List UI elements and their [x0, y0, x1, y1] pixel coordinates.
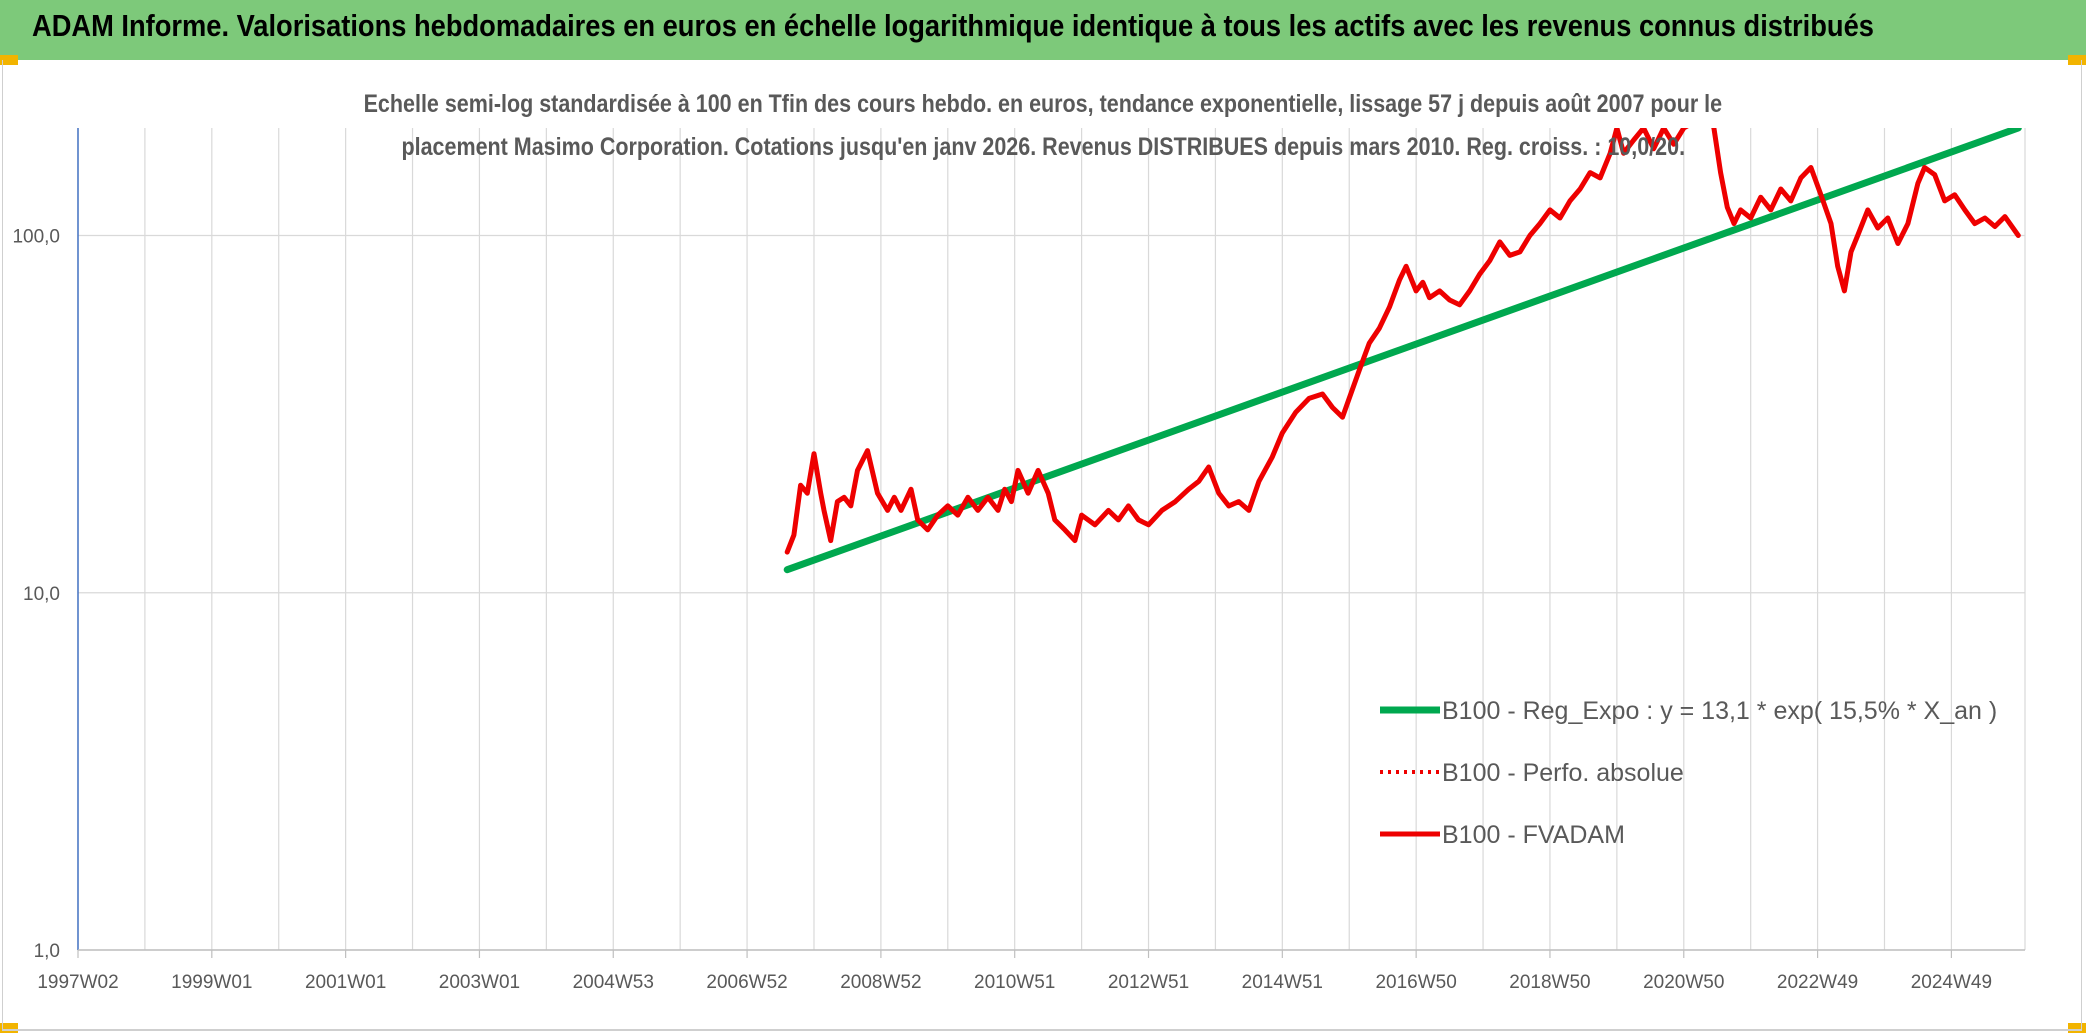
y-tick-label: 10,0 — [23, 584, 60, 605]
x-tick-label: 2008W52 — [840, 972, 921, 993]
legend-label-2: B100 - Perfo. absolue — [1442, 759, 1684, 787]
x-tick-label: 2014W51 — [1242, 972, 1323, 993]
chart-frame — [2, 60, 2082, 1031]
x-tick-label: 2016W50 — [1375, 972, 1456, 993]
x-tick-label: 1999W01 — [171, 972, 252, 993]
y-tick-label: 1,0 — [34, 941, 60, 962]
legend: B100 - Reg_Expo : y = 13,1 * exp( 15,5% … — [1380, 697, 1997, 849]
chart-subtitle-line-1-text: Echelle semi-log standardisée à 100 en T… — [363, 90, 1723, 118]
chart-subtitle-line-2: placement Masimo Corporation. Cotations … — [0, 133, 2086, 162]
x-tick-label: 2006W52 — [706, 972, 787, 993]
corner-marker-bottom-right — [2068, 1023, 2086, 1033]
header-banner: ADAM Informe. Valorisations hebdomadaire… — [0, 0, 2086, 60]
x-tick-label: 2022W49 — [1777, 972, 1858, 993]
x-tick-label: 2018W50 — [1509, 972, 1590, 993]
axes: 1,0 10,0 100,0 1997W02 1999W01 2001W01 2003W01… — [12, 128, 2025, 993]
series-line-1 — [783, 128, 2022, 574]
x-tick-label: 2001W01 — [305, 972, 386, 993]
corner-marker-left — [0, 55, 18, 65]
x-tick-label: 2024W49 — [1911, 972, 1992, 993]
page-title: ADAM Informe. Valorisations hebdomadaire… — [32, 8, 1874, 43]
x-tick-label: 1997W02 — [37, 972, 118, 993]
chart-subtitle-line-1: Echelle semi-log standardisée à 100 en T… — [0, 90, 2086, 119]
grid — [77, 128, 2026, 951]
y-tick-label: 100,0 — [12, 227, 60, 248]
corner-marker-right — [2068, 55, 2086, 65]
series-line-3 — [784, 128, 2021, 555]
chart-subtitle-line-2-text: placement Masimo Corporation. Cotations … — [401, 133, 1685, 161]
x-tick-label: 2010W51 — [974, 972, 1055, 993]
corner-marker-bottom-left — [0, 1023, 18, 1033]
x-tick-label: 2012W51 — [1108, 972, 1189, 993]
x-tick-label: 2003W01 — [439, 972, 520, 993]
legend-label-1: B100 - Reg_Expo : y = 13,1 * exp( 15,5% … — [1442, 697, 1997, 725]
x-tick-label: 2020W50 — [1643, 972, 1724, 993]
series — [783, 128, 2022, 574]
legend-label-3: B100 - FVADAM — [1442, 821, 1625, 849]
x-tick-label: 2004W53 — [573, 972, 654, 993]
